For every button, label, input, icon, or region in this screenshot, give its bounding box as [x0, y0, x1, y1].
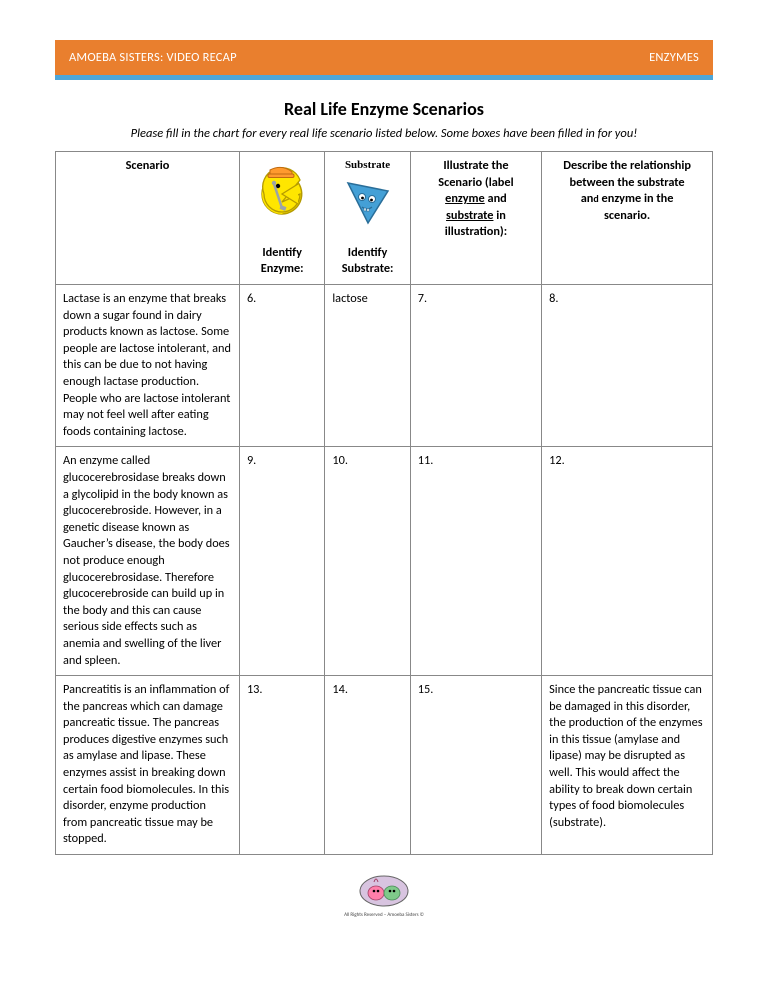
col-header-relationship: Describe the relationship between the su… [542, 152, 713, 285]
col4-underline-substrate: substrate [446, 208, 493, 223]
substrate-cell: lactose [325, 285, 410, 447]
enzyme-cell: 9. [239, 447, 324, 676]
col4-in: in [493, 208, 505, 223]
col5-l3a: an [581, 191, 594, 206]
col-header-enzyme-icon-cell [239, 152, 324, 239]
banner-right: ENZYMES [649, 50, 699, 65]
col4-and: and [485, 191, 507, 206]
logo-icon [358, 873, 410, 909]
header-banner: AMOEBA SISTERS: VIDEO RECAP ENZYMES [55, 40, 713, 75]
substrate-cell: 14. [325, 676, 410, 855]
footer: All Rights Reserved – Amoeba Sisters © [55, 873, 713, 918]
scenario-table: Scenario [55, 151, 713, 855]
illustrate-cell: 15. [410, 676, 541, 855]
relationship-cell: 8. [542, 285, 713, 447]
substrate-cell: 10. [325, 447, 410, 676]
col-header-scenario: Scenario [56, 152, 240, 285]
instruction-text: Please fill in the chart for every real … [55, 126, 713, 141]
scenario-cell: Pancreatitis is an inflammation of the p… [56, 676, 240, 855]
illustrate-cell: 11. [410, 447, 541, 676]
table-row: An enzyme called glucocerebrosidase brea… [56, 447, 713, 676]
relationship-cell: 12. [542, 447, 713, 676]
banner-accent [55, 75, 713, 80]
enzyme-cell: 13. [239, 676, 324, 855]
substrate-icon [342, 177, 394, 227]
banner-left: AMOEBA SISTERS: VIDEO RECAP [69, 50, 237, 65]
footer-text: All Rights Reserved – Amoeba Sisters © [55, 912, 713, 918]
enzyme-cell: 6. [239, 285, 324, 447]
col-header-substrate-label: Identify Substrate: [325, 239, 410, 285]
col4-l2: Scenario (label [438, 175, 513, 190]
scenario-cell: An enzyme called glucocerebrosidase brea… [56, 447, 240, 676]
col5-l3c: enzyme in the [599, 191, 674, 206]
col4-l1: Illustrate the [443, 158, 508, 173]
relationship-cell: Since the pancreatic tissue can be damag… [542, 676, 713, 855]
col4-underline-enzyme: enzyme [445, 191, 485, 206]
col5-l4: scenario. [604, 208, 650, 223]
scenario-cell: Lactase is an enzyme that breaks down a … [56, 285, 240, 447]
substrate-caption: Substrate [332, 158, 402, 173]
page-title: Real Life Enzyme Scenarios [55, 98, 713, 120]
table-row: Lactase is an enzyme that breaks down a … [56, 285, 713, 447]
col4-l5: illustration): [445, 224, 507, 239]
enzyme-icon [252, 164, 312, 224]
illustrate-cell: 7. [410, 285, 541, 447]
col-header-enzyme-label: Identify Enzyme: [239, 239, 324, 285]
table-row: Pancreatitis is an inflammation of the p… [56, 676, 713, 855]
col5-l1: Describe the relationship [563, 158, 691, 173]
col-header-illustrate: Illustrate the Scenario (label enzyme an… [410, 152, 541, 285]
col5-l2: between the substrate [570, 175, 685, 190]
col-header-substrate-icon-cell: Substrate [325, 152, 410, 239]
